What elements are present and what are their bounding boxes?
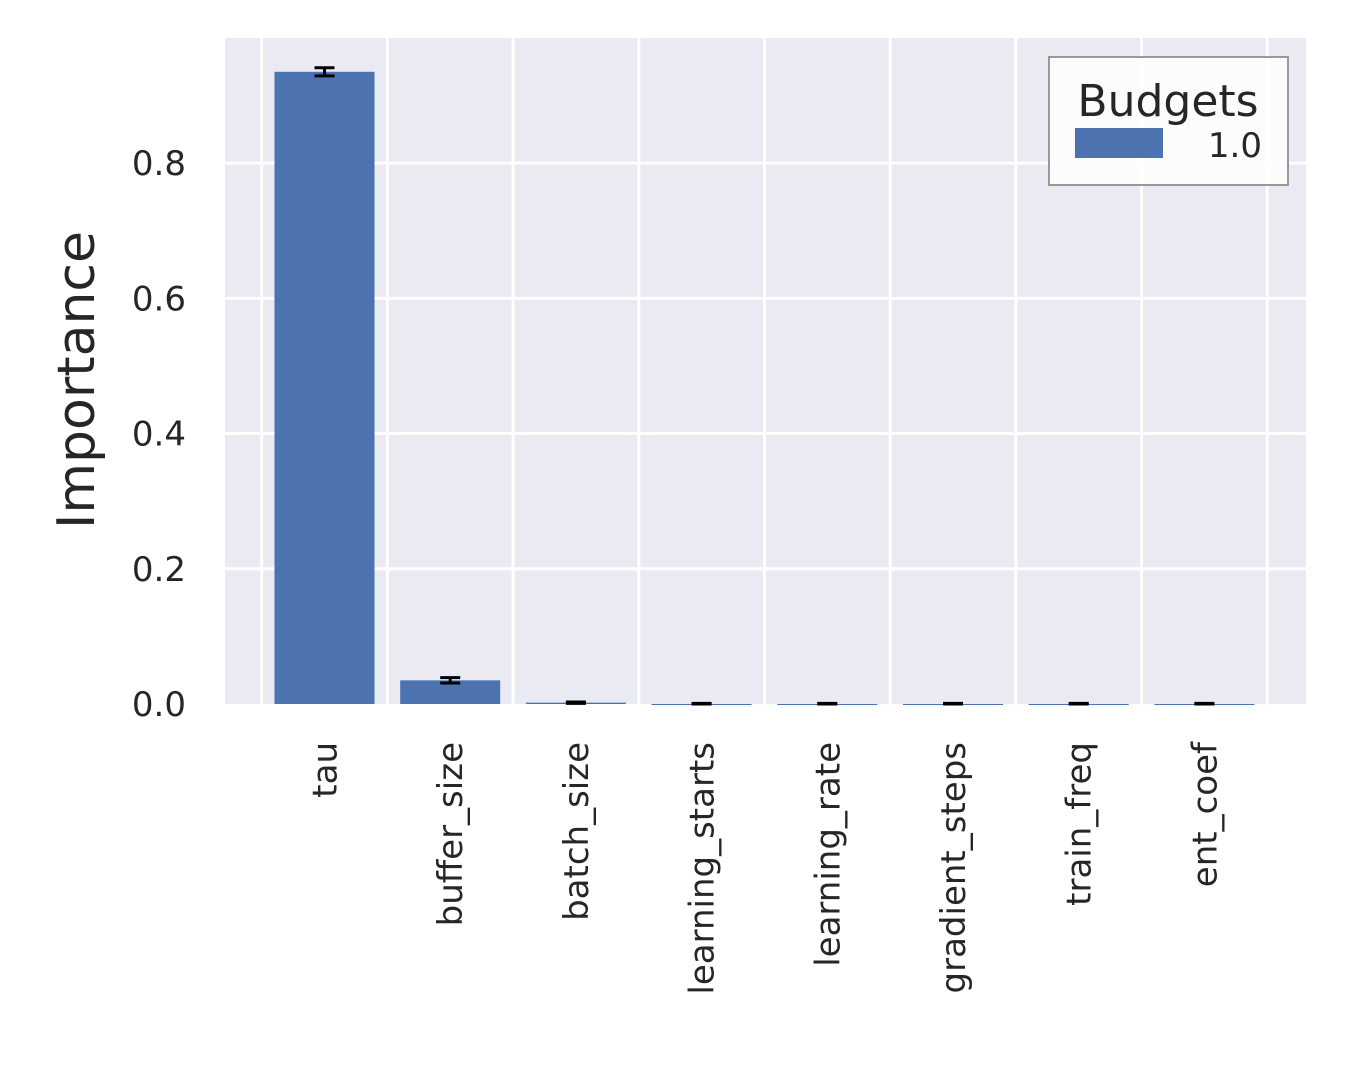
legend-box	[1048, 56, 1289, 186]
error-bar-buffer_size	[440, 676, 461, 685]
x-tick-label-train_freq: train_freq	[1060, 742, 1100, 906]
x-tick-label-tau: tau	[306, 742, 346, 798]
error-bar-batch_size	[565, 700, 586, 705]
legend-entry-label: 1.0	[1208, 126, 1262, 166]
bars	[274, 71, 1255, 705]
x-tick-labels: tau buffer_size batch_size learning_starts l…	[306, 741, 1226, 995]
error-bar-train_freq	[1068, 701, 1089, 706]
y-tick-label-2: 0.4	[132, 415, 186, 455]
x-tick-label-batch_size: batch_size	[557, 742, 597, 921]
error-bar-learning_rate	[817, 701, 838, 706]
y-tick-label-3: 0.6	[132, 279, 186, 319]
error-bar-gradient_steps	[943, 701, 963, 706]
bar-tau	[274, 71, 375, 704]
x-tick-label-ent_coef: ent_coef	[1185, 741, 1225, 887]
y-axis-label: Importance	[47, 231, 107, 529]
y-tick-label-4: 0.8	[132, 144, 186, 184]
legend-swatch	[1075, 128, 1163, 158]
x-tick-label-buffer_size: buffer_size	[431, 742, 471, 926]
y-tick-labels: 0.0 0.2 0.4 0.6 0.8	[132, 144, 186, 725]
grid-lines	[225, 38, 1306, 704]
x-tick-label-learning_rate: learning_rate	[808, 742, 848, 967]
error-bar-ent_coef	[1194, 701, 1215, 706]
legend: Budgets 1.0	[1048, 56, 1289, 186]
y-tick-label-0: 0.0	[132, 685, 186, 725]
error-bars	[314, 66, 1215, 706]
y-tick-label-1: 0.2	[132, 550, 186, 590]
legend-title: Budgets	[1077, 76, 1258, 127]
x-tick-label-gradient_steps: gradient_steps	[934, 742, 974, 993]
error-bar-learning_starts	[691, 701, 712, 706]
x-tick-label-learning_starts: learning_starts	[683, 742, 723, 995]
error-bar-tau	[314, 66, 335, 78]
bar-buffer_size	[400, 680, 501, 704]
